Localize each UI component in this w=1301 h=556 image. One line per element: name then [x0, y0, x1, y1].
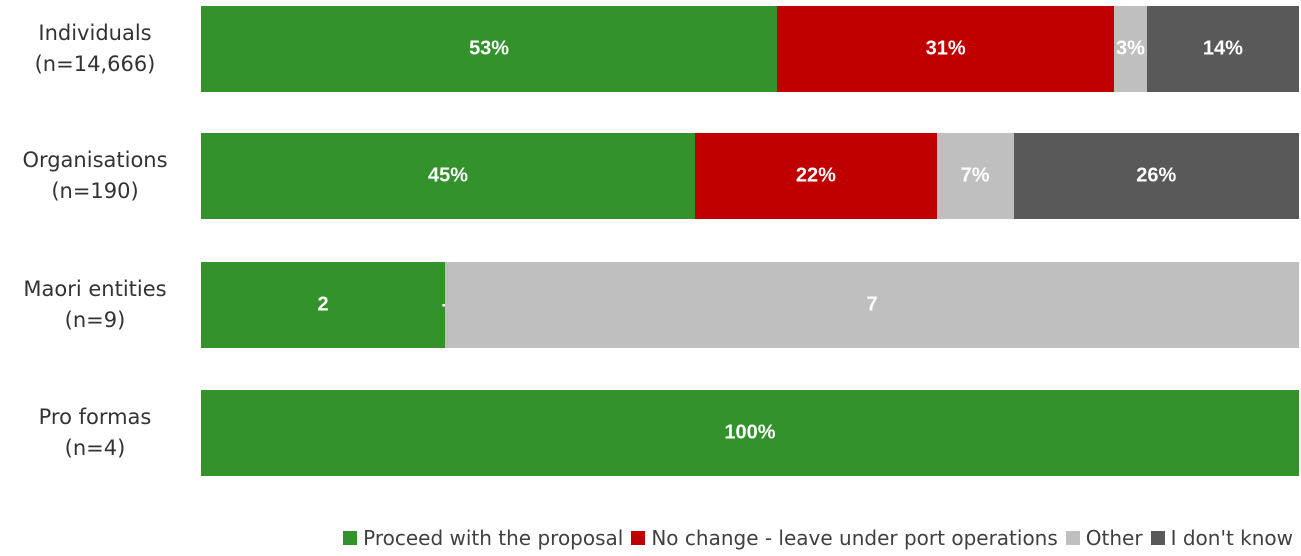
category-label-count: (n=14,666) [34, 52, 156, 76]
category-label: Maori entities (n=9) [0, 274, 190, 336]
legend-label: I don't know [1170, 526, 1293, 550]
data-label: 3% [1116, 37, 1145, 60]
category-label-count: (n=4) [64, 436, 126, 460]
legend-label: Proceed with the proposal [363, 526, 624, 550]
bar-segment [201, 133, 696, 219]
data-label: 100% [724, 421, 776, 444]
category-label-name: Individuals [38, 21, 152, 45]
category-label-name: Pro formas [38, 405, 152, 429]
legend-swatch [631, 531, 646, 545]
bar-segment [936, 133, 1014, 219]
category-label-count: (n=9) [64, 308, 126, 332]
data-label: 14% [1202, 37, 1243, 60]
category-label-count: (n=190) [51, 179, 139, 203]
data-label: 2 [317, 293, 329, 316]
data-label: 53% [469, 37, 510, 60]
category-label: Organisations (n=190) [0, 145, 190, 207]
bar-segment [1146, 6, 1299, 92]
legend-swatch [1150, 531, 1165, 545]
category-label-name: Maori entities [23, 277, 167, 301]
data-label: 45% [428, 164, 469, 187]
legend-label: No change - leave under port operations [651, 526, 1058, 550]
data-label: 7 [866, 293, 878, 316]
data-label: 26% [1136, 164, 1177, 187]
bar-segment [777, 6, 1115, 92]
category-label: Individuals (n=14,666) [0, 18, 190, 80]
data-label: 31% [925, 37, 966, 60]
bar-segment [201, 262, 445, 348]
bar-segment [445, 262, 1299, 348]
category-label: Pro formas (n=4) [0, 402, 190, 464]
legend-item: Proceed with the proposal [343, 526, 623, 550]
bar-segment [201, 390, 1299, 476]
legend-item: No change - leave under port operations [631, 526, 1058, 550]
data-label: 7% [960, 164, 990, 187]
bar-segment [201, 6, 778, 92]
bar-segment [1114, 6, 1147, 92]
legend-label: Other [1085, 526, 1143, 550]
legend-swatch [343, 531, 358, 545]
bar-segment [1013, 133, 1299, 219]
legend-item: Other [1065, 526, 1143, 550]
chart-legend: Proceed with the proposal No change - lea… [335, 526, 1293, 550]
category-label-name: Organisations [22, 148, 168, 172]
bar-segment [695, 133, 937, 219]
legend-item: I don't know [1150, 526, 1293, 550]
data-label: 22% [795, 164, 836, 187]
legend-swatch [1065, 531, 1080, 545]
